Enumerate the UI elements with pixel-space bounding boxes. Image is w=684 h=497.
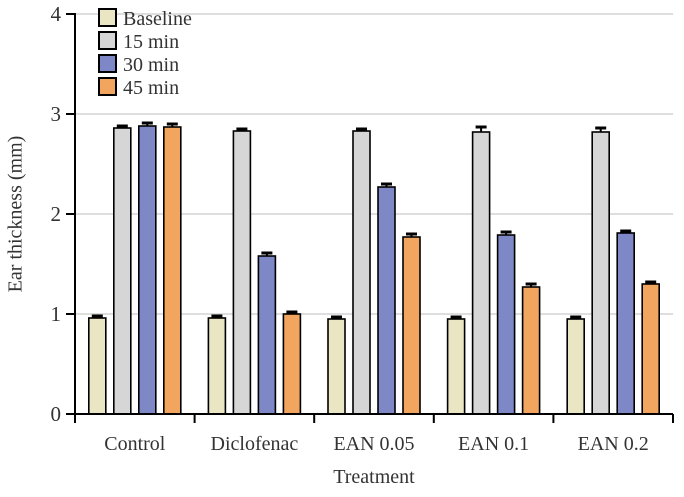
legend-swatch-baseline (98, 8, 117, 27)
x-category-label-ean-0-05: EAN 0.05 (333, 433, 414, 455)
legend-label-15-min: 15 min (123, 31, 179, 53)
bar-30-min-ean-0-05 (377, 186, 396, 415)
x-category-label-control: Control (104, 433, 166, 455)
legend-swatch-30-min (98, 54, 117, 73)
legend-swatch-45-min (98, 77, 117, 96)
bar-45-min-ean-0-1 (521, 286, 541, 415)
bar-baseline-ean-0-1 (446, 318, 466, 415)
bar-15-min-diclofenac (232, 130, 252, 415)
bar-15-min-ean-0-2 (591, 131, 611, 415)
bar-30-min-diclofenac (257, 255, 277, 415)
legend-label-30-min: 30 min (123, 54, 179, 76)
y-tick-label-3: 3 (51, 102, 62, 126)
y-tick-label-0: 0 (51, 402, 62, 426)
bar-45-min-control (163, 126, 182, 415)
bar-45-min-ean-0-2 (641, 283, 661, 415)
bar-15-min-control (113, 127, 132, 415)
legend-label-45-min: 45 min (123, 77, 179, 99)
bar-45-min-ean-0-05 (402, 236, 421, 415)
x-category-label-ean-0-2: EAN 0.2 (578, 433, 649, 455)
bar-baseline-diclofenac (207, 317, 227, 415)
y-tick-label-2: 2 (51, 202, 62, 226)
bar-30-min-ean-0-2 (616, 232, 636, 415)
bar-baseline-ean-0-2 (566, 318, 586, 415)
bar-30-min-control (138, 125, 157, 415)
x-axis-title: Treatment (333, 466, 415, 488)
legend-label-baseline: Baseline (123, 8, 192, 30)
legend-swatch-15-min (98, 31, 117, 50)
x-category-label-ean-0-1: EAN 0.1 (458, 433, 529, 455)
y-axis-title: Ear thickness (mm) (4, 135, 27, 293)
y-tick-label-1: 1 (51, 302, 62, 326)
bar-15-min-ean-0-05 (352, 130, 371, 415)
bar-baseline-control (88, 317, 107, 415)
bar-45-min-diclofenac (282, 313, 302, 415)
bar-30-min-ean-0-1 (496, 234, 516, 415)
bar-baseline-ean-0-05 (327, 318, 346, 415)
bar-15-min-ean-0-1 (471, 131, 491, 415)
y-tick-label-4: 4 (51, 2, 62, 26)
x-category-label-diclofenac: Diclofenac (211, 433, 299, 455)
